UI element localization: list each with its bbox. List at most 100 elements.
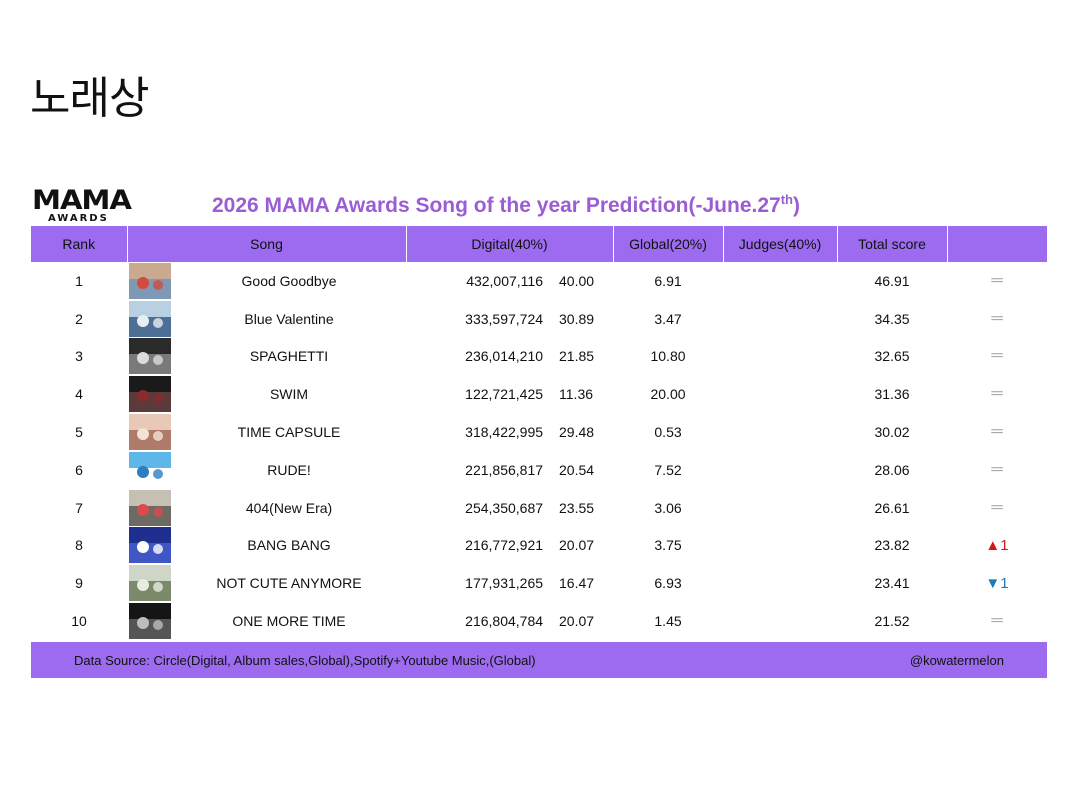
- album-cover-image: [128, 338, 171, 375]
- judges-score-cell: [723, 489, 837, 527]
- album-cover: [127, 564, 172, 602]
- digital-count-cell: 432,007,116: [466, 272, 544, 289]
- digital-count-cell: 216,772,921: [465, 537, 544, 554]
- digital-count-cell: 216,804,784: [465, 613, 544, 630]
- table-row: 4 SWIM 122,721,425 11.36 20.00 31.36 ═: [31, 375, 1047, 413]
- song-title-cell: SWIM: [269, 386, 309, 403]
- total-score-cell: 30.02: [874, 424, 910, 441]
- rank-cell: 9: [75, 575, 83, 592]
- rank-cell: 1: [75, 272, 83, 289]
- song-title-cell: Blue Valentine: [244, 310, 334, 327]
- album-cover-image: [128, 300, 171, 337]
- judges-score-cell: [723, 527, 837, 565]
- global-score-cell: 7.52: [654, 461, 682, 478]
- global-score-cell: 0.53: [654, 424, 682, 441]
- rank-change-indicator: ═: [991, 385, 1003, 403]
- total-score-cell: 23.41: [874, 575, 910, 592]
- album-cover: [127, 489, 172, 527]
- total-score-cell: 34.35: [874, 310, 910, 327]
- rank-change-cell: ═: [947, 262, 1047, 300]
- song-title-cell: NOT CUTE ANYMORE: [216, 575, 362, 592]
- digital-score-cell: 23.55: [559, 499, 595, 516]
- header-digital: Digital(40%): [406, 226, 614, 262]
- chart-title-close: ): [792, 194, 800, 217]
- judges-score-cell: [723, 602, 837, 640]
- rank-change-cell: ▲1: [947, 527, 1047, 565]
- rank-change-cell: ═: [947, 489, 1047, 527]
- table-header-row: Rank Song Digital(40%) Global(20%) Judge…: [31, 226, 1048, 262]
- album-cover-image: [128, 451, 171, 488]
- total-score-cell: 46.91: [874, 272, 910, 289]
- judges-score-cell: [723, 451, 837, 489]
- album-cover-image: [128, 376, 171, 413]
- digital-count-cell: 177,931,265: [465, 575, 544, 592]
- digital-count-cell: 236,014,210: [465, 348, 544, 365]
- judges-score-cell: [723, 262, 837, 300]
- album-cover-image: [128, 527, 171, 564]
- rank-cell: 10: [71, 613, 87, 630]
- rank-cell: 5: [75, 424, 83, 441]
- logo-sub-text: AWARDS: [48, 213, 109, 224]
- album-cover-image: [128, 565, 171, 602]
- album-cover: [127, 375, 172, 413]
- album-cover: [127, 300, 172, 338]
- rank-cell: 6: [75, 461, 83, 478]
- header-song: Song: [127, 226, 407, 262]
- digital-count-cell: 333,597,724: [465, 310, 544, 327]
- digital-count-cell: 254,350,687: [465, 499, 544, 516]
- album-cover-image: [128, 603, 171, 640]
- judges-score-cell: [723, 564, 837, 602]
- total-score-cell: 31.36: [874, 386, 910, 403]
- table-row: 10 ONE MORE TIME 216,804,784 20.07 1.45 21.52…: [31, 602, 1047, 640]
- album-cover: [127, 451, 172, 489]
- total-score-cell: 23.82: [874, 537, 910, 554]
- song-title-cell: BANG BANG: [247, 537, 331, 554]
- album-cover-image: [128, 262, 171, 299]
- header-judges: Judges(40%): [723, 226, 838, 262]
- data-source-text: Data Source: Circle(Digital, Album sales…: [74, 653, 536, 668]
- digital-score-cell: 30.89: [559, 310, 595, 327]
- rank-cell: 8: [75, 537, 83, 554]
- global-score-cell: 10.80: [650, 348, 686, 365]
- total-score-cell: 32.65: [874, 348, 910, 365]
- global-score-cell: 6.93: [654, 575, 682, 592]
- song-title-cell: RUDE!: [267, 461, 311, 478]
- logo-main-text: MAMA: [32, 185, 132, 216]
- song-title-cell: 404(New Era): [245, 499, 333, 516]
- rank-change-cell: ▼1: [947, 564, 1047, 602]
- digital-score-cell: 20.07: [559, 613, 595, 630]
- ranking-table: Rank Song Digital(40%) Global(20%) Judge…: [31, 226, 1048, 640]
- album-cover-image: [128, 414, 171, 451]
- rank-cell: 7: [75, 499, 83, 516]
- digital-score-cell: 16.47: [559, 575, 595, 592]
- global-score-cell: 6.91: [654, 272, 682, 289]
- rank-change-indicator: ═: [991, 423, 1003, 441]
- chart-title-superscript: th: [780, 192, 793, 207]
- table-row: 8 BANG BANG 216,772,921 20.07 3.75 23.82 ▲1: [31, 527, 1047, 565]
- digital-score-cell: 11.36: [559, 386, 594, 403]
- digital-score-cell: 20.54: [559, 461, 595, 478]
- table-row: 7 404(New Era) 254,350,687 23.55 3.06 26.61 ═: [31, 489, 1047, 527]
- album-cover: [127, 602, 172, 640]
- rank-change-indicator: ▼1: [985, 574, 1009, 592]
- digital-score-cell: 40.00: [559, 272, 595, 289]
- rank-change-indicator: ▲1: [985, 536, 1009, 554]
- album-cover: [127, 527, 172, 565]
- rank-change-indicator: ═: [991, 612, 1003, 630]
- header-total: Total score: [837, 226, 948, 262]
- mama-awards-logo: MAMA AWARDS: [32, 187, 132, 225]
- chart-title: 2026 MAMA Awards Song of the year Predic…: [212, 192, 800, 218]
- album-cover-image: [128, 489, 171, 526]
- rank-change-cell: ═: [947, 300, 1047, 338]
- table-row: 6 RUDE! 221,856,817 20.54 7.52 28.06 ═: [31, 451, 1047, 489]
- rank-change-cell: ═: [947, 451, 1047, 489]
- digital-count-cell: 122,721,425: [465, 386, 544, 403]
- header-rank: Rank: [31, 226, 128, 262]
- total-score-cell: 28.06: [874, 461, 910, 478]
- rank-change-indicator: ═: [991, 309, 1003, 327]
- credit-text: @kowatermelon: [909, 653, 1004, 668]
- table-row: 9 NOT CUTE ANYMORE 177,931,265 16.47 6.93 23.…: [31, 564, 1047, 602]
- rank-change-indicator: ═: [991, 460, 1003, 478]
- table-row: 3 SPAGHETTI 236,014,210 21.85 10.80 32.65 ═: [31, 338, 1047, 376]
- global-score-cell: 3.06: [654, 499, 682, 516]
